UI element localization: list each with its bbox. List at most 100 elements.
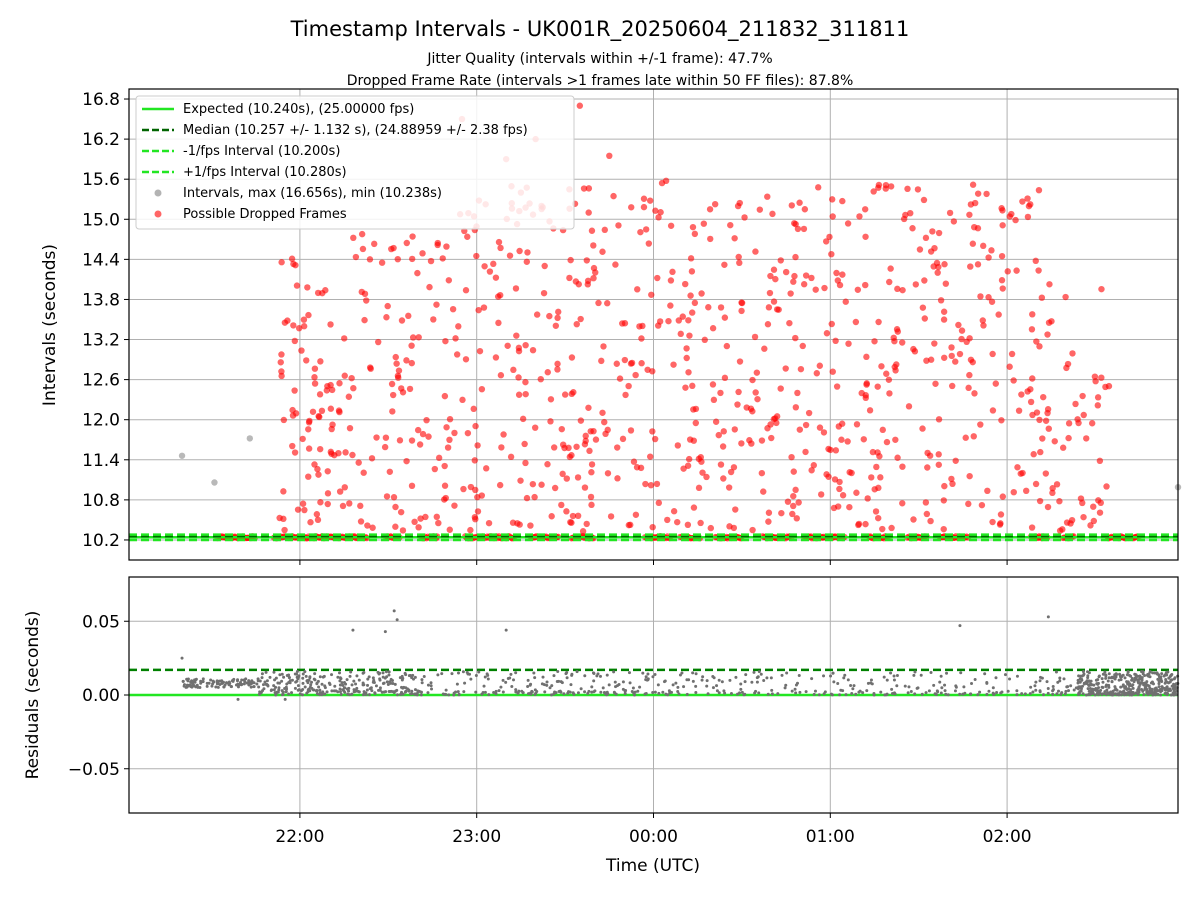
residual-point xyxy=(280,672,284,676)
dropped-frame-point xyxy=(992,380,999,387)
residual-point xyxy=(1156,692,1160,696)
dropped-frame-point xyxy=(486,268,494,275)
dropped-frame-point xyxy=(700,220,708,227)
dropped-frame-point xyxy=(749,526,756,534)
residual-point xyxy=(426,683,430,687)
residual-point xyxy=(935,689,939,693)
residual-point xyxy=(205,684,209,688)
residual-point xyxy=(1076,687,1080,691)
dropped-frame-point xyxy=(816,424,824,431)
residual-point xyxy=(301,676,305,680)
dropped-frame-point xyxy=(845,340,852,347)
dropped-frame-point xyxy=(513,332,520,339)
residual-point xyxy=(338,690,342,694)
residual-point xyxy=(474,673,478,677)
residual-point xyxy=(499,685,503,689)
intervals-y-tick-label: 15.0 xyxy=(82,210,120,230)
intervals-plot-frame xyxy=(128,88,1179,561)
dropped-frame-point xyxy=(749,408,756,415)
residual-point xyxy=(387,673,391,677)
residual-point xyxy=(1157,682,1161,686)
dropped-frame-point xyxy=(688,268,696,275)
dropped-frame-point xyxy=(965,384,972,392)
residual-point xyxy=(295,672,299,676)
dropped-frame-point xyxy=(606,152,613,160)
dropped-frame-point xyxy=(1042,417,1050,424)
residual-point xyxy=(755,680,759,684)
dropped-frame-point xyxy=(775,306,782,313)
dropped-frame-point xyxy=(687,292,694,299)
dropped-frame-point xyxy=(940,308,948,315)
residual-point xyxy=(497,689,501,693)
dropped-frame-point xyxy=(667,302,674,309)
dropped-frame-point xyxy=(749,376,756,384)
dropped-frame-point xyxy=(654,274,661,282)
dropped-frame-point xyxy=(735,253,742,261)
dropped-frame-point xyxy=(417,515,424,522)
residual-point xyxy=(612,670,616,674)
dropped-frame-point xyxy=(355,459,362,466)
dropped-frame-point xyxy=(732,506,739,513)
dropped-frame-point xyxy=(574,474,582,481)
residual-point xyxy=(1150,687,1154,691)
residual-point xyxy=(185,685,189,689)
dropped-frame-point xyxy=(768,434,775,442)
residual-point xyxy=(569,683,573,687)
dropped-frame-point xyxy=(1068,516,1076,524)
dropped-frame-point xyxy=(529,480,537,488)
dropped-frame-point xyxy=(638,335,645,342)
residual-point xyxy=(631,686,635,690)
dropped-frame-point xyxy=(303,357,310,364)
residual-point xyxy=(1172,682,1176,686)
dropped-frame-point xyxy=(392,523,399,530)
dropped-frame-point xyxy=(390,494,398,501)
residual-point xyxy=(1173,693,1177,697)
residual-point xyxy=(210,684,214,688)
dropped-frame-point xyxy=(548,513,555,520)
residual-point xyxy=(282,675,286,679)
residual-point xyxy=(1104,674,1108,678)
x-tick-label: 01:00 xyxy=(806,827,855,847)
dropped-frame-point xyxy=(731,235,738,242)
residual-point xyxy=(678,673,682,677)
dropped-frame-point xyxy=(949,480,956,488)
residual-point xyxy=(1136,678,1140,682)
dropped-frame-point xyxy=(797,365,805,373)
residual-point xyxy=(333,684,337,688)
dropped-frame-point xyxy=(1102,383,1109,391)
residual-point xyxy=(633,690,637,694)
dropped-frame-point xyxy=(569,512,577,520)
dropped-frame-point xyxy=(558,425,565,433)
dropped-frame-point xyxy=(295,324,303,332)
dropped-frame-point xyxy=(998,252,1006,260)
residual-point xyxy=(227,680,231,684)
residual-point xyxy=(890,687,894,691)
intervals-y-ticks: 10.2 10.8 11.4 12.0 12.6 13.2 13.8 14.4 15.0 15.6… xyxy=(82,90,129,551)
dropped-frame-point xyxy=(828,320,835,328)
dropped-frame-point xyxy=(1025,202,1033,210)
dropped-frame-point xyxy=(483,465,490,472)
dropped-frame-point xyxy=(341,372,348,379)
residual-point xyxy=(927,689,931,693)
dropped-frame-point xyxy=(1008,210,1015,218)
dropped-frame-point xyxy=(431,465,439,473)
dropped-frame-point xyxy=(686,332,693,339)
dropped-frame-point xyxy=(327,405,335,412)
residual-point xyxy=(961,692,965,696)
dropped-frame-point xyxy=(366,256,374,263)
dropped-frame-point xyxy=(645,240,653,247)
dropped-frame-point xyxy=(480,304,488,311)
residual-point xyxy=(1121,690,1125,694)
dropped-frame-point xyxy=(639,322,646,330)
dropped-frame-point xyxy=(409,334,417,341)
residual-point xyxy=(272,684,276,688)
residual-point xyxy=(907,685,911,689)
residual-point xyxy=(590,685,594,689)
dropped-frame-point xyxy=(642,480,649,488)
dropped-frame-point xyxy=(403,239,410,247)
dropped-frame-point xyxy=(831,476,839,483)
dropped-frame-point xyxy=(868,474,875,481)
dropped-frame-point xyxy=(842,298,849,305)
dropped-frame-point xyxy=(599,248,606,255)
dropped-frame-point xyxy=(685,369,692,376)
